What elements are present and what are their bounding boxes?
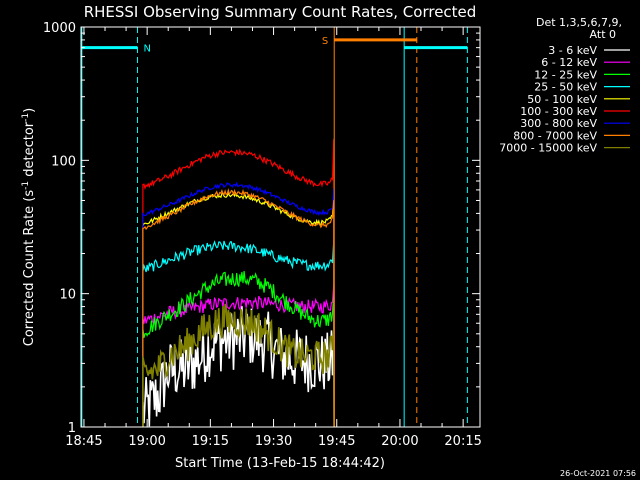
y-tick-label: 100 (51, 154, 76, 169)
y-axis-label-part: detector (22, 121, 37, 181)
series-300-800-kev (142, 181, 335, 427)
series-line (142, 188, 335, 427)
series-layer (142, 139, 335, 427)
x-tick-label: 19:45 (318, 434, 355, 449)
series-line (142, 303, 335, 427)
series-12-25-kev (142, 270, 335, 427)
legend-header-line-2: Att 0 (590, 28, 616, 41)
x-tick-label: 19:00 (128, 434, 165, 449)
axes-layer: 18:45 19:00 19:15 19:30 19:45 20:00 20:15 1 10 10… (43, 21, 482, 449)
y-axis-label: Corrected Count Rate (s-1 detector-1) (21, 108, 37, 346)
series-line (142, 181, 335, 427)
annotation-layer: NS (81, 27, 468, 427)
legend-label: 12 - 25 keV (534, 68, 597, 81)
legend-label: 50 - 100 keV (527, 93, 597, 106)
legend-label: 25 - 50 keV (534, 81, 597, 94)
x-tick-label: 18:45 (65, 434, 102, 449)
legend-label: 6 - 12 keV (541, 56, 597, 69)
series-800-7000-kev (142, 188, 335, 427)
x-tick-label: 19:30 (255, 434, 292, 449)
y-tick-label: 10 (59, 288, 76, 303)
series-line (142, 283, 335, 427)
legend-label: 800 - 7000 keV (513, 129, 597, 142)
night-period-bar-label: N (143, 44, 150, 55)
y-axis-label-part: ) (22, 108, 37, 113)
y-axis-label-sup: -1 (21, 181, 31, 190)
series-7000-15000-kev (142, 303, 335, 427)
x-axis-label: Start Time (13-Feb-15 18:44:42) (175, 456, 385, 471)
y-tick-label: 1 (68, 421, 76, 436)
legend-header-line-1: Det 1,3,5,6,7,9, (536, 16, 622, 29)
legend-label: 100 - 300 keV (520, 105, 597, 118)
series-25-50-kev (142, 240, 335, 427)
series-line (142, 139, 335, 427)
series-line (142, 240, 335, 427)
y-tick-label: 1000 (43, 21, 76, 36)
x-tick-label: 19:15 (192, 434, 229, 449)
series-6-12-kev (142, 283, 335, 427)
saa-period-bar-label: S (322, 36, 328, 47)
y-axis-label-part: Corrected Count Rate (s (22, 190, 37, 347)
series-line (142, 270, 335, 427)
x-tick-label: 20:00 (381, 434, 418, 449)
x-tick-label: 20:15 (444, 434, 481, 449)
chart-title: RHESSI Observing Summary Count Rates, Co… (84, 3, 477, 21)
generated-timestamp: 26-Oct-2021 07:56 (560, 469, 636, 478)
legend-label: 7000 - 15000 keV (499, 142, 597, 155)
y-axis-label-sup: -1 (21, 113, 31, 122)
legend-label: 300 - 800 keV (520, 117, 597, 130)
series-100-300-kev (142, 139, 335, 427)
plot-frame (80, 26, 481, 428)
legend-label: 3 - 6 keV (548, 44, 597, 57)
